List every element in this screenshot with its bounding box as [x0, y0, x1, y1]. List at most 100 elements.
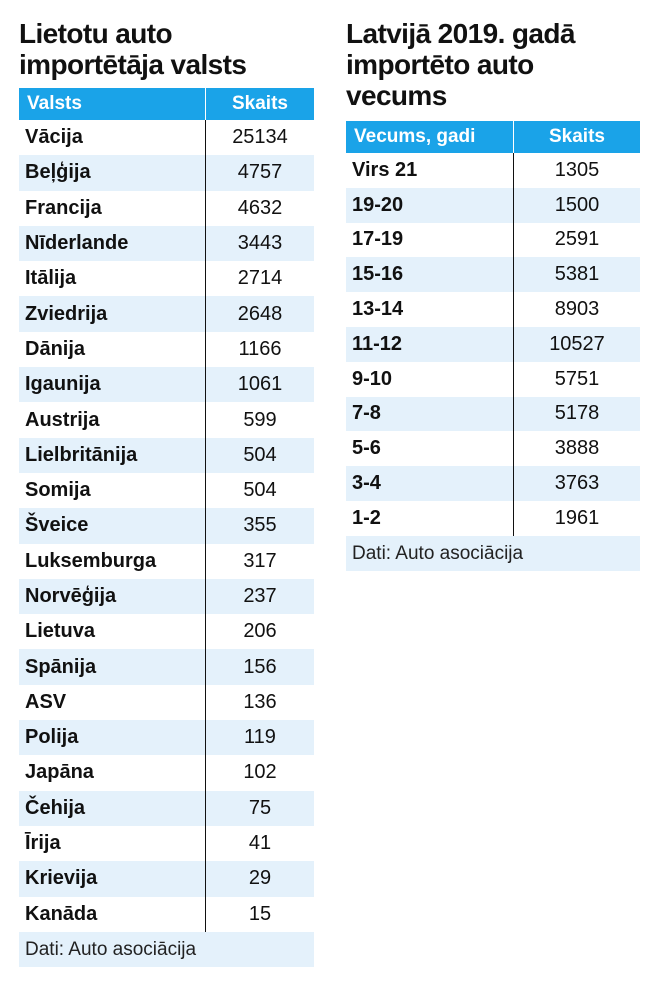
row-label: Polija: [19, 720, 206, 755]
table-row: 17-19 2591: [346, 223, 640, 258]
row-label: 5-6: [346, 431, 514, 466]
row-value: 8903: [514, 292, 641, 327]
row-value: 237: [206, 579, 315, 614]
table-row: 7-8 5178: [346, 397, 640, 432]
row-label: Zviedrija: [19, 296, 206, 331]
row-label: Lielbritānija: [19, 438, 206, 473]
row-label: 11-12: [346, 327, 514, 362]
row-label: Luksemburga: [19, 544, 206, 579]
row-label: 17-19: [346, 223, 514, 258]
row-value: 10527: [514, 327, 641, 362]
row-value: 5751: [514, 362, 641, 397]
table-row: Krievija 29: [19, 861, 314, 896]
table-row: Lielbritānija 504: [19, 438, 314, 473]
row-label: Dānija: [19, 332, 206, 367]
table-row: Lietuva 206: [19, 614, 314, 649]
row-value: 5178: [514, 397, 641, 432]
source-note: Dati: Auto asociācija: [346, 536, 640, 571]
row-label: Vācija: [19, 120, 206, 155]
table-row: Virs 21 1305: [346, 153, 640, 188]
table-row: 5-6 3888: [346, 431, 640, 466]
age-table-panel: Latvijā 2019. gadā importēto auto vecums…: [346, 0, 640, 571]
table-row: Igaunija 1061: [19, 367, 314, 402]
row-label: 7-8: [346, 397, 514, 432]
row-value: 5381: [514, 257, 641, 292]
row-value: 317: [206, 544, 315, 579]
row-label: Beļģija: [19, 155, 206, 190]
row-label: Austrija: [19, 402, 206, 437]
table-row: Polija 119: [19, 720, 314, 755]
row-value: 206: [206, 614, 315, 649]
table-row: Dānija 1166: [19, 332, 314, 367]
table-row: Kanāda 15: [19, 897, 314, 932]
table-row: Austrija 599: [19, 402, 314, 437]
row-value: 15: [206, 897, 315, 932]
table-row: Luksemburga 317: [19, 544, 314, 579]
row-label: 9-10: [346, 362, 514, 397]
row-value: 1500: [514, 188, 641, 223]
country-table-title: Lietotu auto importētāja valsts: [19, 18, 314, 88]
table-row: 3-4 3763: [346, 466, 640, 501]
age-table-body: Virs 21 1305 19-20 1500 17-19 2591 15-16 5381 13…: [346, 153, 640, 536]
row-label: 3-4: [346, 466, 514, 501]
table-row: 15-16 5381: [346, 257, 640, 292]
row-label: Šveice: [19, 508, 206, 543]
row-label: 15-16: [346, 257, 514, 292]
row-value: 156: [206, 649, 315, 684]
column-header-count: Skaits: [514, 121, 641, 153]
table-header-row: Valsts Skaits: [19, 88, 314, 120]
row-label: ASV: [19, 685, 206, 720]
row-value: 355: [206, 508, 315, 543]
row-value: 102: [206, 755, 315, 790]
table-row: 11-12 10527: [346, 327, 640, 362]
table-row: Norvēģija 237: [19, 579, 314, 614]
row-value: 41: [206, 826, 315, 861]
column-header-age: Vecums, gadi: [346, 121, 514, 153]
age-table: Vecums, gadi Skaits Virs 21 1305 19-20 1500…: [346, 121, 640, 536]
row-value: 3888: [514, 431, 641, 466]
table-row: 13-14 8903: [346, 292, 640, 327]
table-row: 1-2 1961: [346, 501, 640, 536]
row-label: Spānija: [19, 649, 206, 684]
table-row: Japāna 102: [19, 755, 314, 790]
row-value: 1061: [206, 367, 315, 402]
row-value: 25134: [206, 120, 315, 155]
source-note: Dati: Auto asociācija: [19, 932, 314, 967]
row-value: 119: [206, 720, 315, 755]
row-label: 13-14: [346, 292, 514, 327]
table-row: Itālija 2714: [19, 261, 314, 296]
table-row: Beļģija 4757: [19, 155, 314, 190]
table-row: Šveice 355: [19, 508, 314, 543]
row-label: Nīderlande: [19, 226, 206, 261]
row-label: Virs 21: [346, 153, 514, 188]
row-label: Igaunija: [19, 367, 206, 402]
row-value: 1961: [514, 501, 641, 536]
row-label: 1-2: [346, 501, 514, 536]
table-header-row: Vecums, gadi Skaits: [346, 121, 640, 153]
row-label: Somija: [19, 473, 206, 508]
row-value: 504: [206, 438, 315, 473]
row-label: Norvēģija: [19, 579, 206, 614]
row-value: 2591: [514, 223, 641, 258]
row-label: Īrija: [19, 826, 206, 861]
row-label: Itālija: [19, 261, 206, 296]
row-value: 1166: [206, 332, 315, 367]
row-label: Lietuva: [19, 614, 206, 649]
row-label: Japāna: [19, 755, 206, 790]
row-value: 2714: [206, 261, 315, 296]
column-header-count: Skaits: [206, 88, 315, 120]
row-value: 75: [206, 791, 315, 826]
row-value: 4757: [206, 155, 315, 190]
country-table: Valsts Skaits Vācija 25134 Beļģija 4757 Fran…: [19, 88, 314, 932]
country-table-body: Vācija 25134 Beļģija 4757 Francija 4632 Nīderl…: [19, 120, 314, 932]
row-value: 136: [206, 685, 315, 720]
country-table-panel: Lietotu auto importētāja valsts Valsts S…: [19, 0, 314, 967]
table-row: Somija 504: [19, 473, 314, 508]
table-row: Čehija 75: [19, 791, 314, 826]
row-label: Kanāda: [19, 897, 206, 932]
row-label: Čehija: [19, 791, 206, 826]
row-value: 599: [206, 402, 315, 437]
row-label: 19-20: [346, 188, 514, 223]
row-label: Francija: [19, 191, 206, 226]
row-value: 504: [206, 473, 315, 508]
